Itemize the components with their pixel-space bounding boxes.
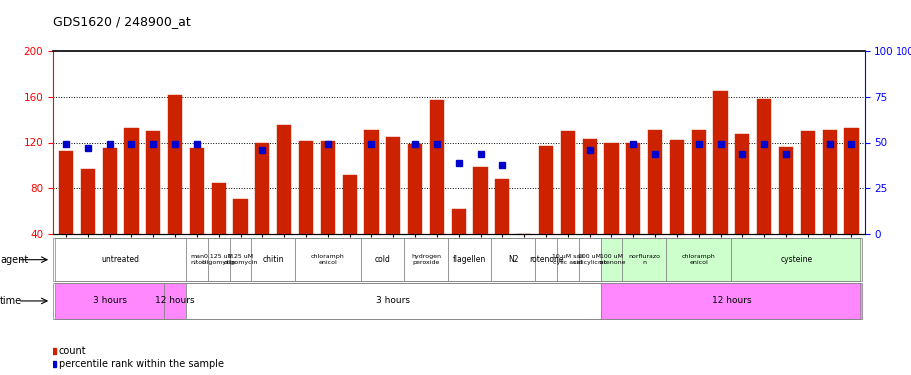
Bar: [230, 238, 251, 281]
Text: chloramph
enicol: chloramph enicol: [311, 255, 344, 265]
Text: 12 hours: 12 hours: [711, 296, 751, 305]
Text: N2: N2: [507, 255, 518, 264]
Bar: [691, 130, 705, 234]
Bar: [800, 131, 814, 234]
Bar: [299, 141, 312, 234]
Text: GDS1620 / 248900_at: GDS1620 / 248900_at: [53, 15, 190, 28]
Bar: [385, 137, 400, 234]
Bar: [404, 238, 447, 281]
Bar: [124, 128, 138, 234]
Bar: [59, 150, 73, 234]
Text: 100 uM
salicylic ac: 100 uM salicylic ac: [572, 255, 606, 265]
Text: count: count: [59, 346, 87, 356]
Text: norflurazo
n: norflurazo n: [628, 255, 660, 265]
Text: chitin: chitin: [262, 255, 283, 264]
Bar: [208, 238, 230, 281]
Text: rotenone: rotenone: [528, 255, 563, 264]
Bar: [251, 238, 295, 281]
Bar: [621, 238, 665, 281]
Bar: [407, 144, 422, 234]
Bar: [81, 169, 95, 234]
Bar: [447, 238, 491, 281]
Bar: [560, 131, 574, 234]
Bar: [538, 146, 552, 234]
Bar: [451, 209, 466, 234]
Bar: [669, 140, 683, 234]
Bar: [731, 238, 862, 281]
Bar: [844, 128, 857, 234]
Bar: [582, 139, 596, 234]
Text: agent: agent: [0, 255, 28, 265]
Bar: [364, 130, 378, 234]
Bar: [233, 199, 248, 234]
Text: 3 hours: 3 hours: [376, 296, 410, 305]
Bar: [321, 141, 334, 234]
Bar: [429, 100, 444, 234]
Text: chloramph
enicol: chloramph enicol: [681, 255, 715, 265]
Y-axis label: 100%: 100%: [895, 47, 911, 57]
Bar: [186, 283, 600, 319]
Bar: [360, 238, 404, 281]
Bar: [211, 183, 226, 234]
Bar: [734, 135, 749, 234]
Text: cysteine: cysteine: [780, 255, 812, 264]
Bar: [557, 238, 578, 281]
Text: 12 hours: 12 hours: [155, 296, 195, 305]
Bar: [604, 142, 618, 234]
Bar: [600, 238, 621, 281]
Bar: [600, 283, 862, 319]
Bar: [495, 179, 509, 234]
Bar: [146, 131, 160, 234]
Text: 100 uM
rotenone: 100 uM rotenone: [597, 255, 625, 265]
Text: 0.125 uM
oligomycin: 0.125 uM oligomycin: [201, 255, 236, 265]
Bar: [822, 130, 835, 234]
Text: 3 hours: 3 hours: [93, 296, 127, 305]
Bar: [712, 91, 727, 234]
Bar: [343, 175, 356, 234]
Bar: [578, 238, 600, 281]
Text: hydrogen
peroxide: hydrogen peroxide: [411, 255, 441, 265]
Bar: [295, 238, 360, 281]
Bar: [189, 148, 204, 234]
Bar: [491, 238, 535, 281]
Text: untreated: untreated: [101, 255, 139, 264]
Bar: [168, 95, 182, 234]
Bar: [535, 238, 557, 281]
Text: cold: cold: [374, 255, 390, 264]
Bar: [778, 147, 793, 234]
Text: time: time: [0, 296, 22, 306]
Text: 10 uM sali
cylic acid: 10 uM sali cylic acid: [551, 255, 583, 265]
Text: 1.25 uM
oligomycin: 1.25 uM oligomycin: [223, 255, 258, 265]
Bar: [164, 283, 186, 319]
Bar: [756, 99, 771, 234]
Bar: [648, 130, 661, 234]
Bar: [277, 125, 291, 234]
Bar: [473, 166, 487, 234]
Bar: [55, 238, 186, 281]
Bar: [102, 148, 117, 234]
Text: man
nitol: man nitol: [189, 255, 204, 265]
Text: flagellen: flagellen: [453, 255, 486, 264]
Bar: [626, 142, 640, 234]
Bar: [665, 238, 731, 281]
Bar: [55, 283, 164, 319]
Bar: [186, 238, 208, 281]
Text: percentile rank within the sample: percentile rank within the sample: [59, 359, 224, 369]
Bar: [255, 142, 269, 234]
